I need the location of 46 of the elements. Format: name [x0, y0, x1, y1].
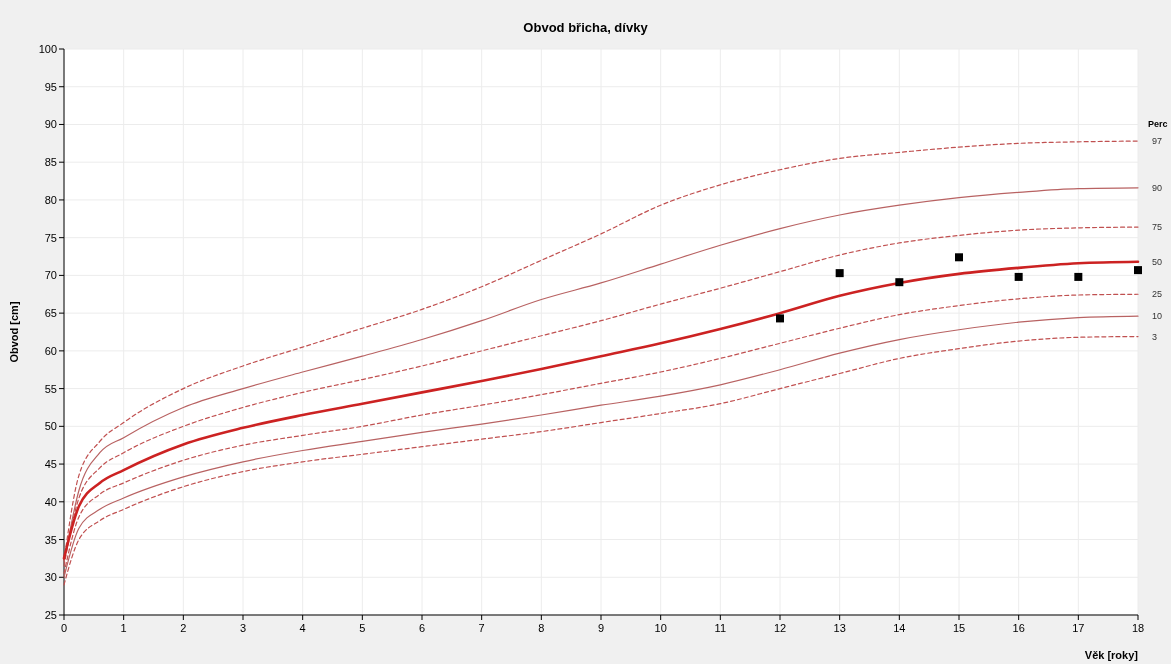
y-tick-label: 40 — [44, 495, 57, 508]
x-tick-label: 6 — [418, 622, 426, 634]
x-tick-label: 13 — [833, 622, 846, 634]
x-tick-label: 11 — [714, 622, 727, 634]
x-tick-label: 10 — [654, 622, 667, 634]
x-tick-label: 5 — [359, 622, 366, 634]
x-tick-label: 18 — [1131, 622, 1145, 634]
y-tick-label: 50 — [44, 420, 57, 433]
y-axis-title: Obvod [cm] — [8, 301, 20, 363]
x-tick-label: 3 — [239, 622, 247, 634]
chart-title: Obvod břicha, dívky — [523, 20, 649, 35]
y-tick-label: 55 — [44, 382, 57, 395]
y-tick-label: 85 — [44, 156, 57, 169]
y-tick-label: 25 — [44, 609, 57, 621]
y-tick-label: 30 — [44, 571, 57, 584]
series-label: 10 — [1152, 311, 1163, 322]
y-tick-label: 100 — [38, 43, 57, 55]
series-label: 25 — [1152, 289, 1163, 300]
series-label: 75 — [1152, 222, 1163, 233]
x-tick-label: 7 — [478, 622, 485, 634]
series-label: 50 — [1152, 256, 1163, 267]
legend-title: Perc — [1148, 119, 1168, 130]
y-tick-label: 90 — [44, 118, 57, 131]
x-tick-label: 2 — [180, 622, 187, 634]
x-tick-label: 4 — [299, 622, 306, 634]
x-tick-label: 17 — [1072, 622, 1085, 634]
y-tick-label: 80 — [44, 193, 57, 206]
y-tick-label: 60 — [44, 344, 57, 357]
y-tick-label: 70 — [44, 269, 57, 282]
y-tick-label: 65 — [44, 307, 57, 320]
x-tick-label: 15 — [952, 622, 966, 634]
series-label: 97 — [1152, 136, 1163, 147]
x-tick-label: 14 — [893, 622, 906, 634]
x-axis-title: Věk [roky] — [1084, 649, 1139, 661]
y-tick-label: 35 — [44, 533, 57, 546]
series-label: 3 — [1152, 331, 1158, 342]
x-tick-label: 1 — [120, 622, 127, 634]
x-tick-label: 8 — [538, 622, 545, 634]
x-tick-label: 16 — [1012, 622, 1025, 634]
series-label: 90 — [1152, 182, 1163, 193]
x-tick-label: 12 — [773, 622, 787, 634]
y-tick-label: 95 — [44, 80, 57, 93]
x-tick-label: 9 — [597, 622, 605, 634]
y-tick-label: 75 — [44, 231, 57, 244]
y-tick-label: 45 — [44, 458, 57, 471]
x-tick-label: 0 — [60, 622, 68, 634]
